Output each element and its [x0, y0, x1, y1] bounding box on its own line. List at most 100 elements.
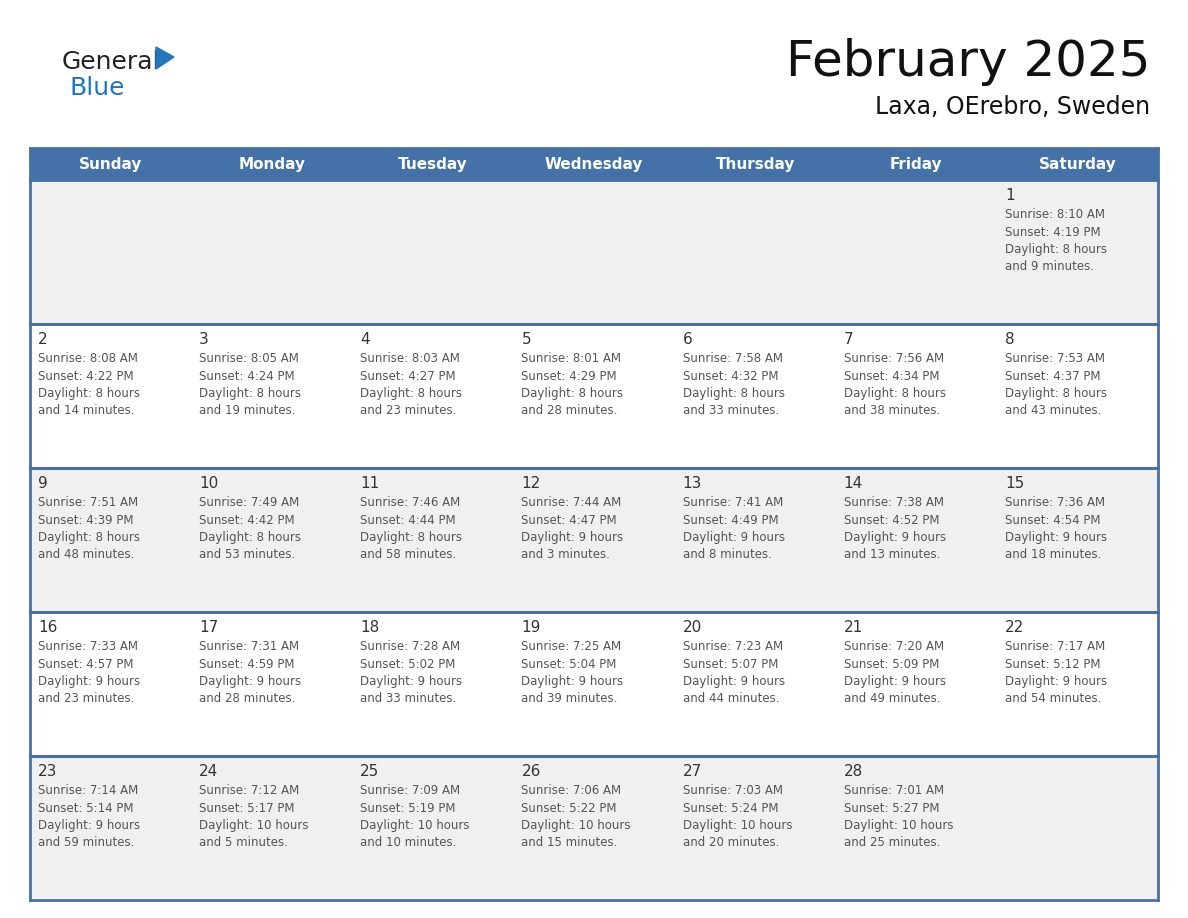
Bar — [191, 324, 353, 468]
Text: Sunrise: 7:20 AM
Sunset: 5:09 PM
Daylight: 9 hours
and 49 minutes.: Sunrise: 7:20 AM Sunset: 5:09 PM Dayligh… — [843, 640, 946, 706]
Text: Blue: Blue — [69, 76, 125, 100]
Text: 23: 23 — [38, 764, 57, 779]
Bar — [997, 756, 1158, 900]
Bar — [835, 148, 997, 180]
Text: Sunrise: 7:51 AM
Sunset: 4:39 PM
Daylight: 8 hours
and 48 minutes.: Sunrise: 7:51 AM Sunset: 4:39 PM Dayligh… — [38, 496, 140, 562]
Text: 20: 20 — [683, 620, 702, 635]
Bar — [353, 612, 513, 756]
Bar — [513, 756, 675, 900]
Text: 24: 24 — [200, 764, 219, 779]
Bar — [353, 468, 513, 612]
Text: 28: 28 — [843, 764, 862, 779]
Text: Sunrise: 7:12 AM
Sunset: 5:17 PM
Daylight: 10 hours
and 5 minutes.: Sunrise: 7:12 AM Sunset: 5:17 PM Dayligh… — [200, 784, 309, 849]
Bar — [513, 324, 675, 468]
Text: General: General — [62, 50, 160, 74]
Bar — [513, 148, 675, 180]
Text: Sunrise: 7:17 AM
Sunset: 5:12 PM
Daylight: 9 hours
and 54 minutes.: Sunrise: 7:17 AM Sunset: 5:12 PM Dayligh… — [1005, 640, 1107, 706]
Bar — [513, 468, 675, 612]
Text: Sunrise: 8:08 AM
Sunset: 4:22 PM
Daylight: 8 hours
and 14 minutes.: Sunrise: 8:08 AM Sunset: 4:22 PM Dayligh… — [38, 352, 140, 418]
Text: 7: 7 — [843, 332, 853, 347]
Bar — [997, 324, 1158, 468]
Text: Sunrise: 7:09 AM
Sunset: 5:19 PM
Daylight: 10 hours
and 10 minutes.: Sunrise: 7:09 AM Sunset: 5:19 PM Dayligh… — [360, 784, 469, 849]
Text: Sunrise: 7:28 AM
Sunset: 5:02 PM
Daylight: 9 hours
and 33 minutes.: Sunrise: 7:28 AM Sunset: 5:02 PM Dayligh… — [360, 640, 462, 706]
Text: 11: 11 — [360, 476, 379, 491]
Text: Sunrise: 7:03 AM
Sunset: 5:24 PM
Daylight: 10 hours
and 20 minutes.: Sunrise: 7:03 AM Sunset: 5:24 PM Dayligh… — [683, 784, 792, 849]
Text: Tuesday: Tuesday — [398, 156, 468, 172]
Text: 16: 16 — [38, 620, 57, 635]
Text: Sunrise: 8:10 AM
Sunset: 4:19 PM
Daylight: 8 hours
and 9 minutes.: Sunrise: 8:10 AM Sunset: 4:19 PM Dayligh… — [1005, 208, 1107, 274]
Bar — [675, 612, 835, 756]
Bar — [997, 180, 1158, 324]
Text: Wednesday: Wednesday — [545, 156, 643, 172]
Text: Thursday: Thursday — [715, 156, 795, 172]
Text: 10: 10 — [200, 476, 219, 491]
Bar — [997, 612, 1158, 756]
Bar — [30, 148, 191, 180]
Text: 26: 26 — [522, 764, 541, 779]
Bar — [191, 612, 353, 756]
Text: Sunrise: 7:31 AM
Sunset: 4:59 PM
Daylight: 9 hours
and 28 minutes.: Sunrise: 7:31 AM Sunset: 4:59 PM Dayligh… — [200, 640, 302, 706]
Bar — [997, 468, 1158, 612]
Text: 5: 5 — [522, 332, 531, 347]
Bar — [191, 180, 353, 324]
Bar — [353, 180, 513, 324]
Text: 3: 3 — [200, 332, 209, 347]
Bar — [191, 148, 353, 180]
Bar — [675, 180, 835, 324]
Text: February 2025: February 2025 — [785, 38, 1150, 86]
Text: 19: 19 — [522, 620, 541, 635]
Bar — [997, 148, 1158, 180]
Text: Sunrise: 7:46 AM
Sunset: 4:44 PM
Daylight: 8 hours
and 58 minutes.: Sunrise: 7:46 AM Sunset: 4:44 PM Dayligh… — [360, 496, 462, 562]
Text: 9: 9 — [38, 476, 48, 491]
Bar — [675, 756, 835, 900]
Text: Laxa, OErebro, Sweden: Laxa, OErebro, Sweden — [874, 95, 1150, 119]
Bar — [675, 468, 835, 612]
Bar — [30, 756, 191, 900]
Bar — [513, 612, 675, 756]
Bar — [353, 756, 513, 900]
Text: Saturday: Saturday — [1038, 156, 1117, 172]
Bar — [835, 756, 997, 900]
Bar — [353, 148, 513, 180]
Text: Sunrise: 8:03 AM
Sunset: 4:27 PM
Daylight: 8 hours
and 23 minutes.: Sunrise: 8:03 AM Sunset: 4:27 PM Dayligh… — [360, 352, 462, 418]
Text: Sunrise: 7:14 AM
Sunset: 5:14 PM
Daylight: 9 hours
and 59 minutes.: Sunrise: 7:14 AM Sunset: 5:14 PM Dayligh… — [38, 784, 140, 849]
Bar — [30, 468, 191, 612]
Text: Sunrise: 7:01 AM
Sunset: 5:27 PM
Daylight: 10 hours
and 25 minutes.: Sunrise: 7:01 AM Sunset: 5:27 PM Dayligh… — [843, 784, 953, 849]
Text: 4: 4 — [360, 332, 369, 347]
Text: Sunrise: 7:44 AM
Sunset: 4:47 PM
Daylight: 9 hours
and 3 minutes.: Sunrise: 7:44 AM Sunset: 4:47 PM Dayligh… — [522, 496, 624, 562]
Bar — [353, 324, 513, 468]
Text: 2: 2 — [38, 332, 48, 347]
Text: Sunrise: 7:41 AM
Sunset: 4:49 PM
Daylight: 9 hours
and 8 minutes.: Sunrise: 7:41 AM Sunset: 4:49 PM Dayligh… — [683, 496, 785, 562]
Text: Sunrise: 7:23 AM
Sunset: 5:07 PM
Daylight: 9 hours
and 44 minutes.: Sunrise: 7:23 AM Sunset: 5:07 PM Dayligh… — [683, 640, 785, 706]
Text: Sunrise: 7:25 AM
Sunset: 5:04 PM
Daylight: 9 hours
and 39 minutes.: Sunrise: 7:25 AM Sunset: 5:04 PM Dayligh… — [522, 640, 624, 706]
Bar — [835, 468, 997, 612]
Text: 12: 12 — [522, 476, 541, 491]
Text: Sunrise: 7:49 AM
Sunset: 4:42 PM
Daylight: 8 hours
and 53 minutes.: Sunrise: 7:49 AM Sunset: 4:42 PM Dayligh… — [200, 496, 301, 562]
Bar — [835, 180, 997, 324]
Text: Sunrise: 7:38 AM
Sunset: 4:52 PM
Daylight: 9 hours
and 13 minutes.: Sunrise: 7:38 AM Sunset: 4:52 PM Dayligh… — [843, 496, 946, 562]
Text: 1: 1 — [1005, 188, 1015, 203]
Text: Sunrise: 7:06 AM
Sunset: 5:22 PM
Daylight: 10 hours
and 15 minutes.: Sunrise: 7:06 AM Sunset: 5:22 PM Dayligh… — [522, 784, 631, 849]
Bar — [191, 468, 353, 612]
Bar — [30, 324, 191, 468]
Text: Sunrise: 8:05 AM
Sunset: 4:24 PM
Daylight: 8 hours
and 19 minutes.: Sunrise: 8:05 AM Sunset: 4:24 PM Dayligh… — [200, 352, 301, 418]
Text: 13: 13 — [683, 476, 702, 491]
Text: Sunrise: 7:36 AM
Sunset: 4:54 PM
Daylight: 9 hours
and 18 minutes.: Sunrise: 7:36 AM Sunset: 4:54 PM Dayligh… — [1005, 496, 1107, 562]
Text: Sunrise: 8:01 AM
Sunset: 4:29 PM
Daylight: 8 hours
and 28 minutes.: Sunrise: 8:01 AM Sunset: 4:29 PM Dayligh… — [522, 352, 624, 418]
Text: Sunrise: 7:53 AM
Sunset: 4:37 PM
Daylight: 8 hours
and 43 minutes.: Sunrise: 7:53 AM Sunset: 4:37 PM Dayligh… — [1005, 352, 1107, 418]
Text: 27: 27 — [683, 764, 702, 779]
Polygon shape — [156, 47, 173, 69]
Bar — [513, 180, 675, 324]
Text: Friday: Friday — [890, 156, 942, 172]
Text: 14: 14 — [843, 476, 862, 491]
Text: Sunrise: 7:56 AM
Sunset: 4:34 PM
Daylight: 8 hours
and 38 minutes.: Sunrise: 7:56 AM Sunset: 4:34 PM Dayligh… — [843, 352, 946, 418]
Bar — [835, 612, 997, 756]
Text: 17: 17 — [200, 620, 219, 635]
Bar — [675, 148, 835, 180]
Bar — [191, 756, 353, 900]
Text: 22: 22 — [1005, 620, 1024, 635]
Text: 15: 15 — [1005, 476, 1024, 491]
Bar — [30, 180, 191, 324]
Bar — [675, 324, 835, 468]
Text: 18: 18 — [360, 620, 379, 635]
